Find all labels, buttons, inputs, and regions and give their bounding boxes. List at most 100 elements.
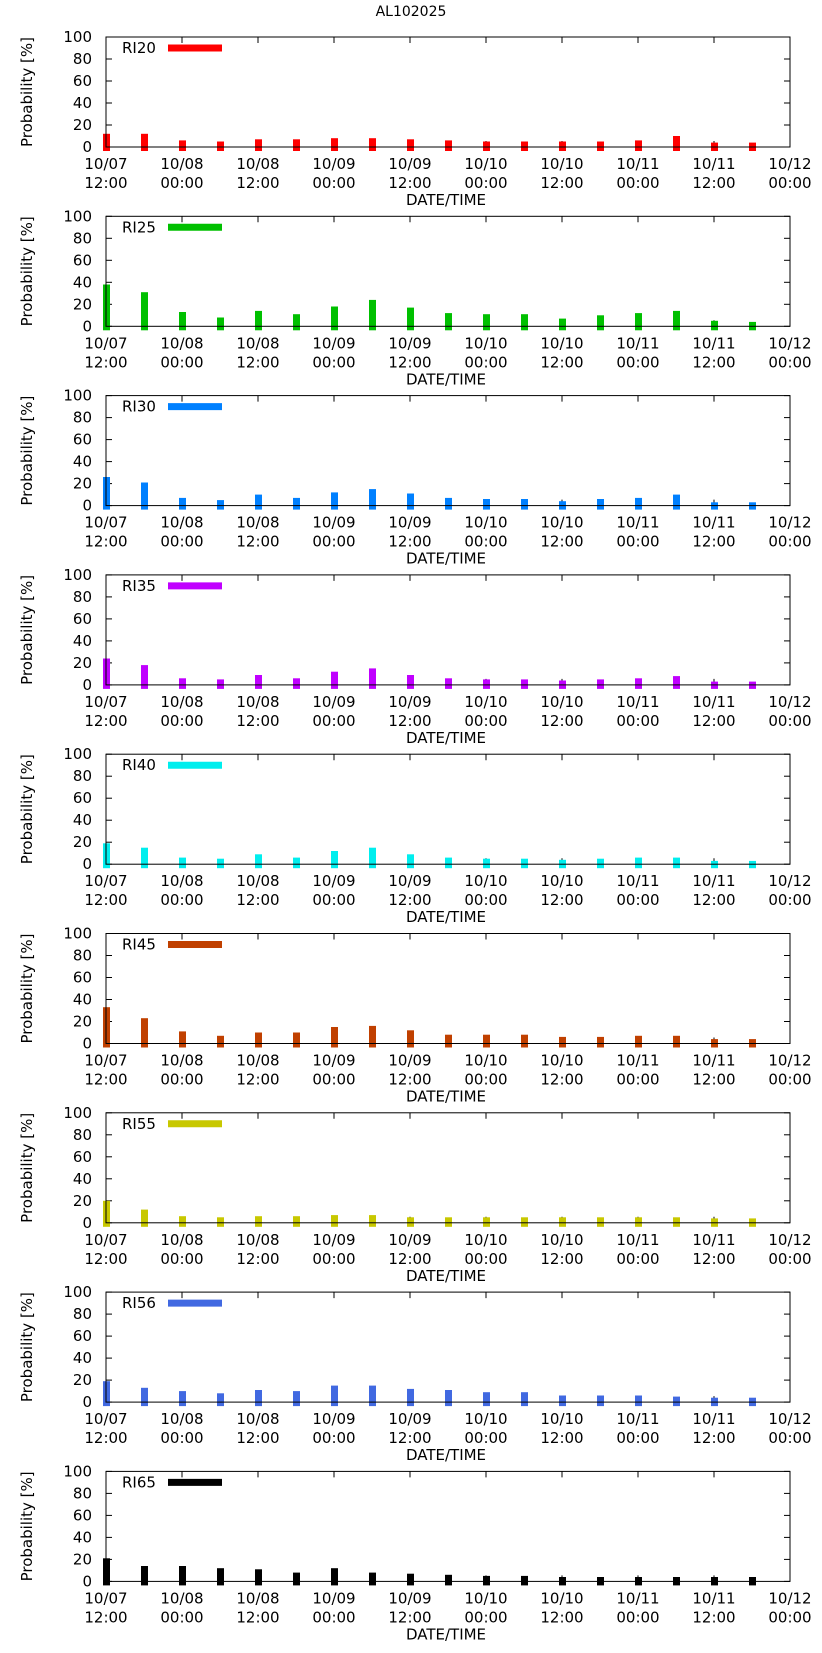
x-tick-label: 00:00: [160, 712, 203, 730]
x-tick-label: 10/08: [160, 334, 203, 352]
x-tick-label: 10/09: [312, 334, 355, 352]
bar: [559, 318, 566, 331]
y-tick-label: 80: [73, 1126, 92, 1144]
plot-frame: [105, 1112, 791, 1224]
y-tick-label: 0: [82, 1214, 92, 1232]
x-tick-label: 00:00: [464, 1608, 507, 1626]
y-tick-label: 80: [73, 947, 92, 965]
plot-frame: [105, 1470, 791, 1582]
bar: [635, 497, 642, 510]
bar: [407, 854, 414, 869]
x-tick-label: 00:00: [768, 353, 811, 371]
bar: [255, 139, 262, 151]
x-tick-label: 10/11: [692, 334, 735, 352]
y-axis-label: Probability [%]: [18, 37, 36, 147]
bar: [407, 675, 414, 689]
bar: [369, 1385, 376, 1407]
x-tick-label: 12:00: [388, 1608, 431, 1626]
x-tick-label: 10/10: [464, 1231, 507, 1249]
bar: [141, 292, 148, 331]
y-tick-label: 0: [82, 497, 92, 515]
x-tick-label: 00:00: [464, 353, 507, 371]
x-tick-label: 10/07: [84, 1589, 127, 1607]
x-axis-label: DATE/TIME: [406, 191, 486, 209]
bar: [255, 1569, 262, 1586]
x-tick-label: 12:00: [692, 1608, 735, 1626]
y-tick-label: 100: [63, 1104, 92, 1122]
x-tick-label: 12:00: [388, 1429, 431, 1447]
x-tick-label: 10/09: [388, 514, 431, 532]
x-tick-label: 00:00: [464, 533, 507, 551]
x-tick-label: 12:00: [388, 891, 431, 909]
bar: [407, 1388, 414, 1407]
x-tick-label: 10/09: [312, 155, 355, 173]
x-tick-label: 12:00: [84, 1250, 127, 1268]
bar: [483, 314, 490, 331]
chart-panel: 02040608010010/0712:0010/0800:0010/0812:…: [18, 207, 812, 388]
x-tick-label: 12:00: [236, 533, 279, 551]
x-tick-label: 10/12: [768, 693, 811, 711]
x-tick-label: 00:00: [464, 1071, 507, 1089]
bar: [597, 679, 604, 689]
x-tick-label: 12:00: [692, 533, 735, 551]
x-tick-label: 12:00: [692, 1071, 735, 1089]
y-tick-label: 20: [73, 833, 92, 851]
bar: [369, 138, 376, 151]
bar: [673, 494, 680, 510]
y-tick-label: 40: [73, 1170, 92, 1188]
bar: [331, 306, 338, 331]
x-tick-label: 12:00: [692, 353, 735, 371]
x-tick-label: 10/07: [84, 514, 127, 532]
x-tick-label: 10/07: [84, 1052, 127, 1070]
x-tick-label: 10/11: [692, 693, 735, 711]
plot-frame: [105, 215, 791, 327]
bar: [255, 1390, 262, 1407]
bar: [673, 857, 680, 869]
bar: [179, 312, 186, 331]
x-tick-label: 10/08: [160, 1231, 203, 1249]
bar: [217, 858, 224, 869]
bar: [293, 1391, 300, 1407]
x-tick-label: 10/12: [768, 1589, 811, 1607]
x-tick-label: 12:00: [692, 174, 735, 192]
bar: [483, 499, 490, 510]
x-tick-label: 12:00: [388, 533, 431, 551]
bar: [217, 141, 224, 151]
x-tick-label: 12:00: [388, 1071, 431, 1089]
bar: [255, 1216, 262, 1227]
bar: [179, 1216, 186, 1227]
x-tick-label: 10/09: [312, 1231, 355, 1249]
x-tick-label: 10/11: [692, 1589, 735, 1607]
bar: [141, 1209, 148, 1227]
y-tick-label: 100: [63, 1283, 92, 1301]
x-tick-label: 10/08: [236, 693, 279, 711]
bar: [483, 1575, 490, 1586]
x-tick-label: 12:00: [692, 1250, 735, 1268]
x-tick-label: 10/09: [312, 514, 355, 532]
x-tick-label: 10/08: [160, 514, 203, 532]
x-tick-label: 12:00: [692, 1429, 735, 1447]
x-tick-label: 10/11: [692, 1231, 735, 1249]
x-tick-label: 00:00: [768, 1071, 811, 1089]
bar: [597, 499, 604, 510]
x-tick-label: 10/07: [84, 1410, 127, 1428]
bar: [141, 133, 148, 151]
y-axis-label: Probability [%]: [18, 933, 36, 1043]
bar: [407, 1573, 414, 1586]
x-tick-label: 12:00: [540, 712, 583, 730]
bar: [217, 1035, 224, 1048]
x-tick-label: 00:00: [616, 533, 659, 551]
bar: [673, 1217, 680, 1227]
bar: [521, 858, 528, 869]
bar: [407, 307, 414, 331]
bar: [673, 1035, 680, 1048]
legend-label: RI30: [122, 398, 156, 416]
y-tick-label: 100: [63, 1462, 92, 1480]
y-axis-label: Probability [%]: [18, 1113, 36, 1223]
x-tick-label: 12:00: [84, 712, 127, 730]
y-tick-label: 20: [73, 1371, 92, 1389]
x-tick-label: 12:00: [84, 353, 127, 371]
y-axis-label: Probability [%]: [18, 1292, 36, 1402]
x-tick-label: 00:00: [464, 174, 507, 192]
x-tick-label: 00:00: [160, 1429, 203, 1447]
